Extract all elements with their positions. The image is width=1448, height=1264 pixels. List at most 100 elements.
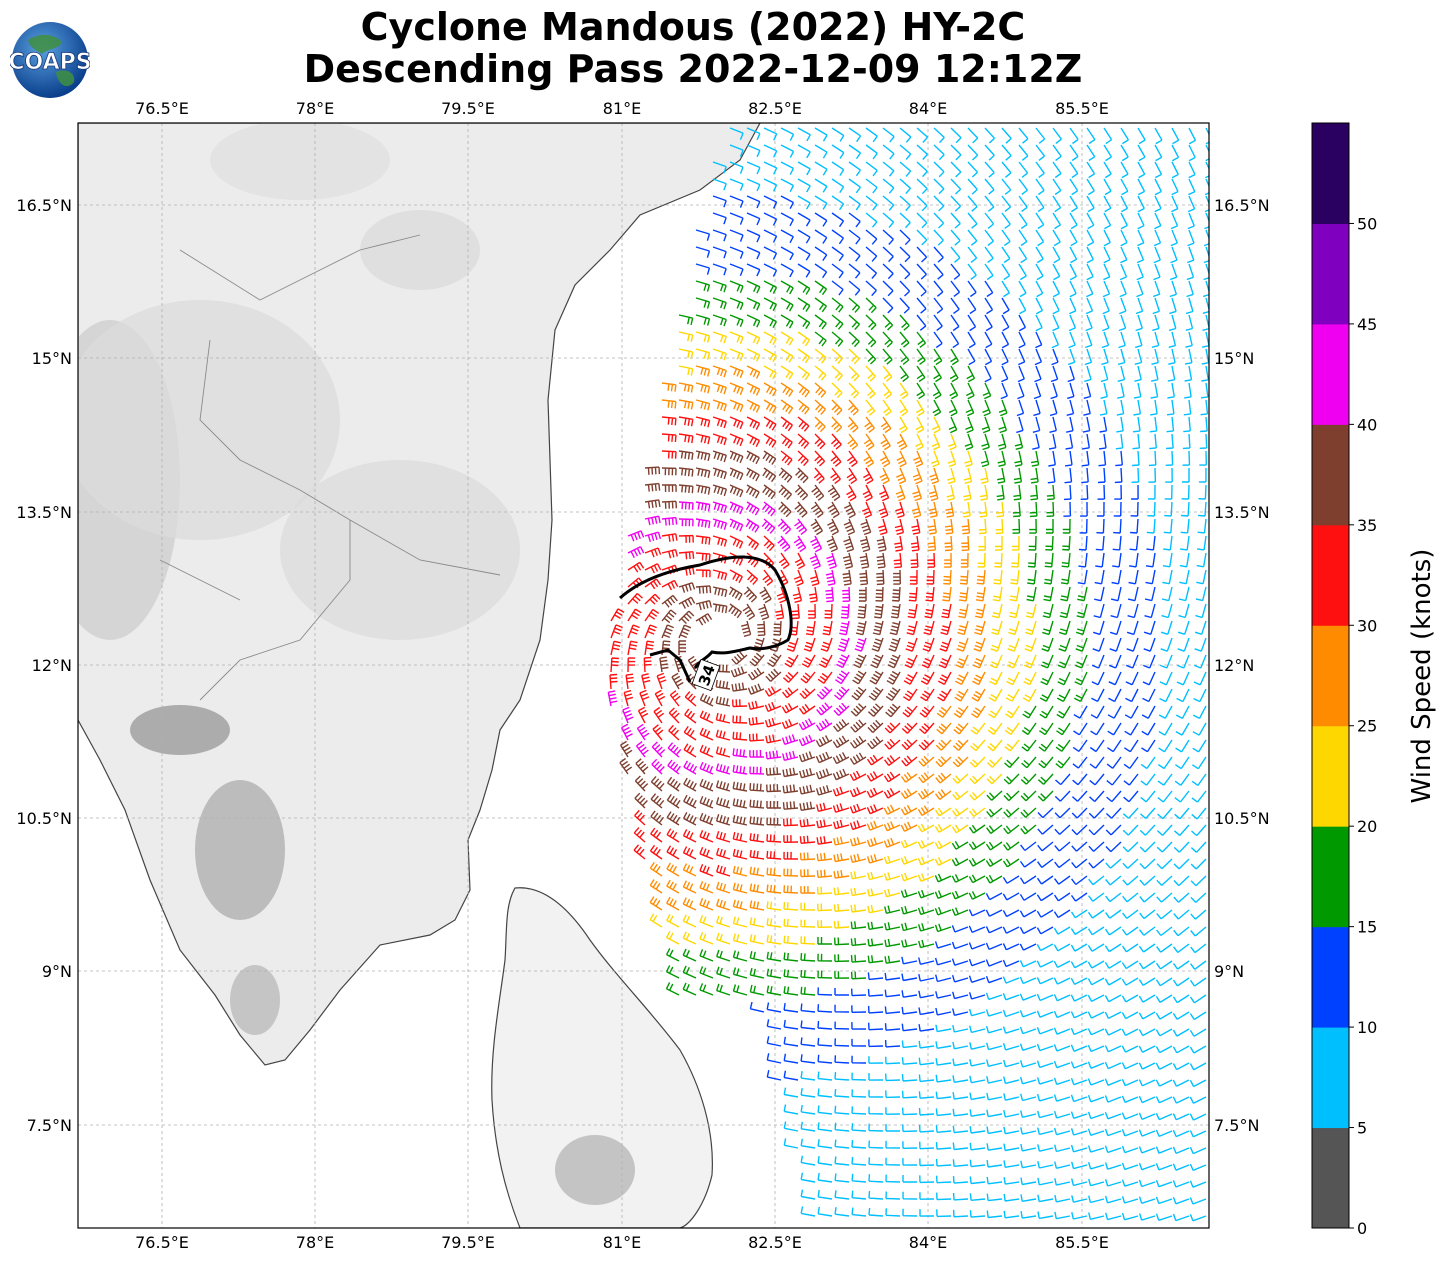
wind-barb xyxy=(1070,960,1088,969)
wind-barb xyxy=(767,653,782,668)
wind-barb xyxy=(1088,892,1105,902)
wind-barb xyxy=(783,1138,799,1149)
wind-barb xyxy=(817,1054,833,1064)
wind-barb xyxy=(780,280,794,295)
wind-barb xyxy=(715,847,731,860)
wind-barb xyxy=(985,959,1003,967)
wind-barb xyxy=(942,586,952,602)
wind-barb xyxy=(783,986,799,996)
wind-barb xyxy=(1035,229,1045,247)
wind-barb xyxy=(1037,1194,1054,1203)
wind-barb xyxy=(1172,1079,1190,1087)
wind-barb xyxy=(712,280,727,293)
wind-barb xyxy=(1003,1210,1020,1219)
wind-barb xyxy=(900,872,918,882)
wind-barb xyxy=(896,467,907,485)
wind-barb xyxy=(1036,1027,1054,1035)
wind-barb xyxy=(1087,1011,1105,1019)
wind-barb xyxy=(1070,1077,1088,1086)
wind-barb xyxy=(1136,280,1144,298)
wind-barb xyxy=(1164,484,1173,500)
wind-barb xyxy=(1138,1112,1156,1121)
wind-barb xyxy=(915,416,925,434)
wind-barb xyxy=(832,803,850,813)
wind-barb xyxy=(1022,705,1037,719)
wind-barb xyxy=(865,195,878,211)
wind-barb xyxy=(1012,501,1021,518)
wind-barb xyxy=(830,467,841,484)
wind-barb xyxy=(1121,1112,1139,1120)
wind-barb xyxy=(997,467,1006,484)
wind-barb xyxy=(1019,875,1037,885)
wind-barb xyxy=(986,1176,1003,1185)
wind-barb xyxy=(1073,722,1088,736)
wind-barb xyxy=(1037,1177,1054,1186)
wind-barb xyxy=(1154,127,1163,145)
wind-barb xyxy=(1144,603,1156,619)
wind-barb xyxy=(775,603,785,620)
wind-barb xyxy=(831,416,843,433)
wind-barb xyxy=(883,771,901,783)
wind-barb xyxy=(934,890,952,899)
wind-barb xyxy=(1070,1027,1088,1036)
wind-barb xyxy=(1173,858,1190,870)
wind-barb xyxy=(783,902,799,911)
wind-barb xyxy=(749,766,765,775)
wind-barb xyxy=(1184,348,1193,365)
wind-barb xyxy=(950,263,961,280)
colorbar-segment xyxy=(1312,123,1349,224)
wind-barb xyxy=(678,416,694,427)
wind-barb xyxy=(1016,399,1025,417)
wind-barb xyxy=(890,603,901,619)
wind-barb xyxy=(916,161,928,178)
wind-barb xyxy=(1121,1212,1139,1221)
wind-barb xyxy=(1189,994,1207,1004)
wind-barb xyxy=(834,1055,850,1064)
wind-barb xyxy=(884,755,901,766)
wind-barb xyxy=(695,433,711,445)
wind-barb xyxy=(1160,620,1173,635)
wind-barb xyxy=(948,399,958,417)
wind-barb xyxy=(684,708,697,724)
wind-barb xyxy=(978,535,986,551)
wind-barb xyxy=(814,246,828,261)
wind-barb xyxy=(683,760,698,775)
wind-barb xyxy=(883,872,901,881)
wind-barb xyxy=(916,331,927,348)
wind-barb xyxy=(817,1139,833,1149)
wind-barb xyxy=(799,818,816,828)
wind-barb xyxy=(1143,637,1156,652)
wind-barb xyxy=(678,433,694,444)
wind-barb xyxy=(749,652,765,667)
wind-barb xyxy=(817,1020,833,1030)
wind-barb xyxy=(986,756,1003,768)
wind-barb xyxy=(985,874,1003,884)
wind-barb xyxy=(798,703,816,715)
wind-barb xyxy=(1013,467,1023,484)
wind-barb xyxy=(783,885,799,894)
wind-barb xyxy=(763,195,778,209)
wind-barb xyxy=(661,533,678,542)
wind-barb xyxy=(1185,331,1193,348)
wind-barb xyxy=(814,127,828,142)
wind-barb xyxy=(780,365,794,380)
wind-barb xyxy=(848,161,861,177)
wind-barb xyxy=(1154,178,1162,196)
wind-barb xyxy=(1156,841,1173,853)
wind-barb xyxy=(650,810,665,826)
wind-barb xyxy=(797,314,811,329)
wind-barb xyxy=(868,1073,884,1081)
wind-barb xyxy=(1164,501,1173,517)
wind-barb xyxy=(1001,314,1010,332)
wind-barb xyxy=(649,844,663,860)
wind-barb xyxy=(1087,926,1105,936)
wind-barb xyxy=(986,824,1003,834)
wind-barb xyxy=(833,819,850,830)
wind-barb xyxy=(1020,1143,1037,1152)
wind-barb xyxy=(952,1041,969,1050)
wind-barb xyxy=(635,741,649,758)
wind-barb xyxy=(1045,535,1054,551)
wind-barb xyxy=(712,195,727,208)
wind-barb xyxy=(728,586,743,601)
wind-barb xyxy=(749,849,765,860)
